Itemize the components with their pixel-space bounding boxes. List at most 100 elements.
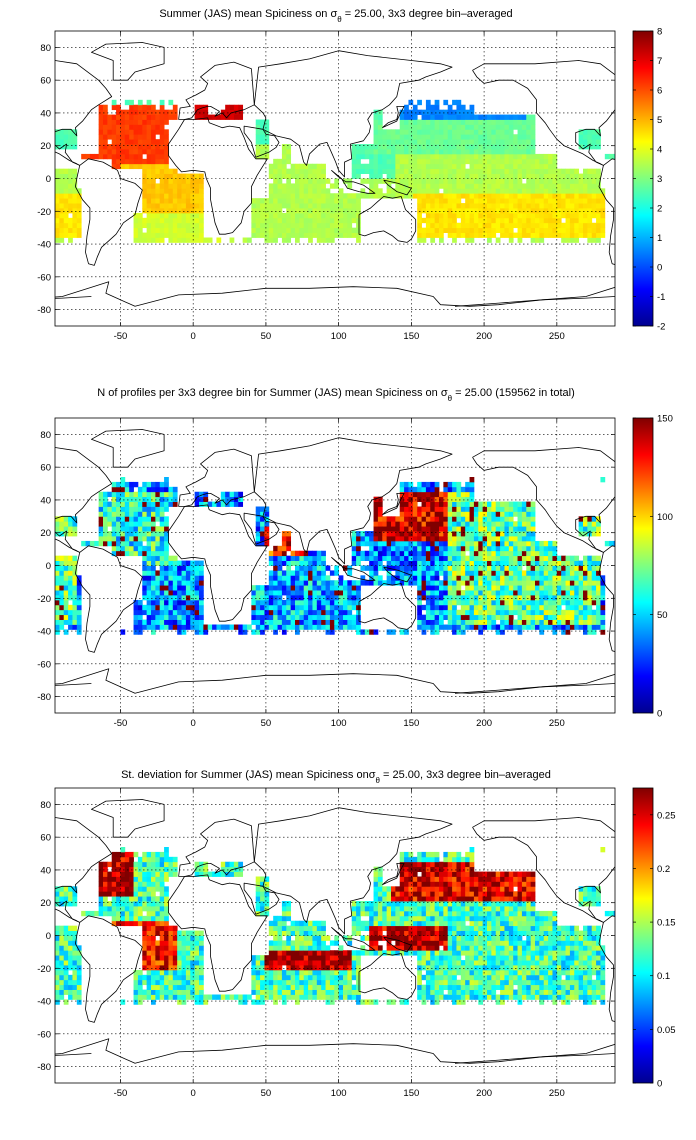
data-cell — [465, 496, 470, 502]
data-cell — [159, 531, 165, 537]
data-cell — [124, 486, 130, 493]
data-cell — [417, 491, 422, 498]
data-cell — [164, 129, 169, 135]
data-cell — [172, 491, 178, 498]
data-cell — [124, 134, 130, 140]
data-cell — [491, 531, 497, 537]
data-cell — [417, 198, 422, 204]
data-cell — [447, 178, 453, 184]
data-cell — [137, 920, 143, 927]
data-cell — [587, 526, 593, 532]
data-cell — [421, 575, 427, 581]
coastline — [243, 512, 280, 545]
data-cell — [565, 217, 571, 224]
data-cell — [539, 604, 545, 611]
data-cell — [116, 856, 121, 863]
data-cell — [539, 599, 545, 606]
data-cell — [526, 129, 532, 135]
data-cell — [539, 629, 545, 635]
data-cell — [561, 183, 566, 189]
data-cell — [425, 599, 431, 606]
data-cell — [583, 595, 588, 601]
data-cell — [460, 149, 466, 155]
data-cell — [539, 585, 545, 591]
data-cell — [452, 193, 457, 199]
data-cell — [517, 163, 523, 170]
data-cell — [452, 609, 457, 616]
data-cell — [526, 550, 532, 557]
data-cell — [164, 203, 169, 209]
data-cell — [395, 149, 401, 155]
data-cell — [194, 595, 200, 601]
data-cell — [290, 183, 296, 189]
data-cell — [447, 595, 453, 601]
data-cell — [535, 153, 540, 160]
data-cell — [452, 516, 457, 522]
data-cell — [408, 496, 414, 502]
data-cell — [98, 536, 104, 542]
y-tick-label: 0 — [46, 561, 51, 572]
data-cell — [578, 217, 584, 224]
data-cell — [500, 168, 505, 174]
data-cell — [543, 604, 549, 611]
data-cell — [535, 555, 540, 561]
data-cell — [513, 173, 518, 179]
data-cell — [526, 227, 532, 233]
data-cell — [530, 237, 536, 243]
data-cell — [469, 222, 475, 229]
data-cell — [72, 960, 78, 966]
data-cell — [129, 104, 134, 111]
data-cell — [68, 217, 73, 224]
data-cell — [583, 585, 588, 591]
data-cell — [260, 536, 265, 542]
data-cell — [185, 585, 191, 591]
data-cell — [587, 183, 593, 189]
data-cell — [465, 501, 470, 507]
data-cell — [172, 614, 178, 620]
data-cell — [604, 540, 610, 547]
data-cell — [521, 619, 527, 625]
data-cell — [146, 925, 152, 931]
data-cell — [513, 119, 518, 125]
data-cell — [264, 153, 270, 160]
data-cell — [535, 604, 540, 611]
data-cell — [521, 585, 527, 591]
data-cell — [552, 227, 558, 233]
data-cell — [260, 129, 265, 135]
data-cell — [417, 99, 422, 106]
data-cell — [277, 203, 283, 209]
data-cell — [116, 851, 121, 858]
data-cell — [377, 134, 383, 140]
data-cell — [548, 163, 553, 170]
data-cell — [561, 555, 566, 561]
data-cell — [377, 560, 383, 566]
data-cell — [159, 624, 165, 630]
data-cell — [116, 901, 121, 907]
data-cell — [273, 560, 278, 566]
x-tick-label: 150 — [403, 331, 419, 342]
data-cell — [255, 217, 261, 224]
data-cell — [482, 217, 488, 224]
data-cell — [299, 217, 305, 224]
data-cell — [164, 486, 169, 493]
data-cell — [408, 144, 414, 150]
data-cell — [395, 555, 401, 561]
data-cell — [530, 590, 536, 596]
y-tick-label: -40 — [37, 240, 51, 251]
data-cell — [281, 183, 287, 189]
data-cell — [425, 153, 431, 160]
data-cell — [168, 208, 174, 214]
data-cell — [120, 486, 126, 493]
data-cell — [495, 212, 501, 219]
data-cell — [404, 575, 409, 581]
data-cell — [373, 580, 379, 586]
data-cell — [268, 217, 274, 224]
data-cell — [199, 570, 204, 576]
coastline — [331, 556, 376, 581]
data-cell — [452, 217, 457, 224]
data-cell — [364, 531, 370, 537]
data-cell — [151, 861, 156, 868]
data-cell — [103, 506, 108, 512]
data-cell — [487, 604, 492, 611]
data-cell — [286, 531, 292, 537]
